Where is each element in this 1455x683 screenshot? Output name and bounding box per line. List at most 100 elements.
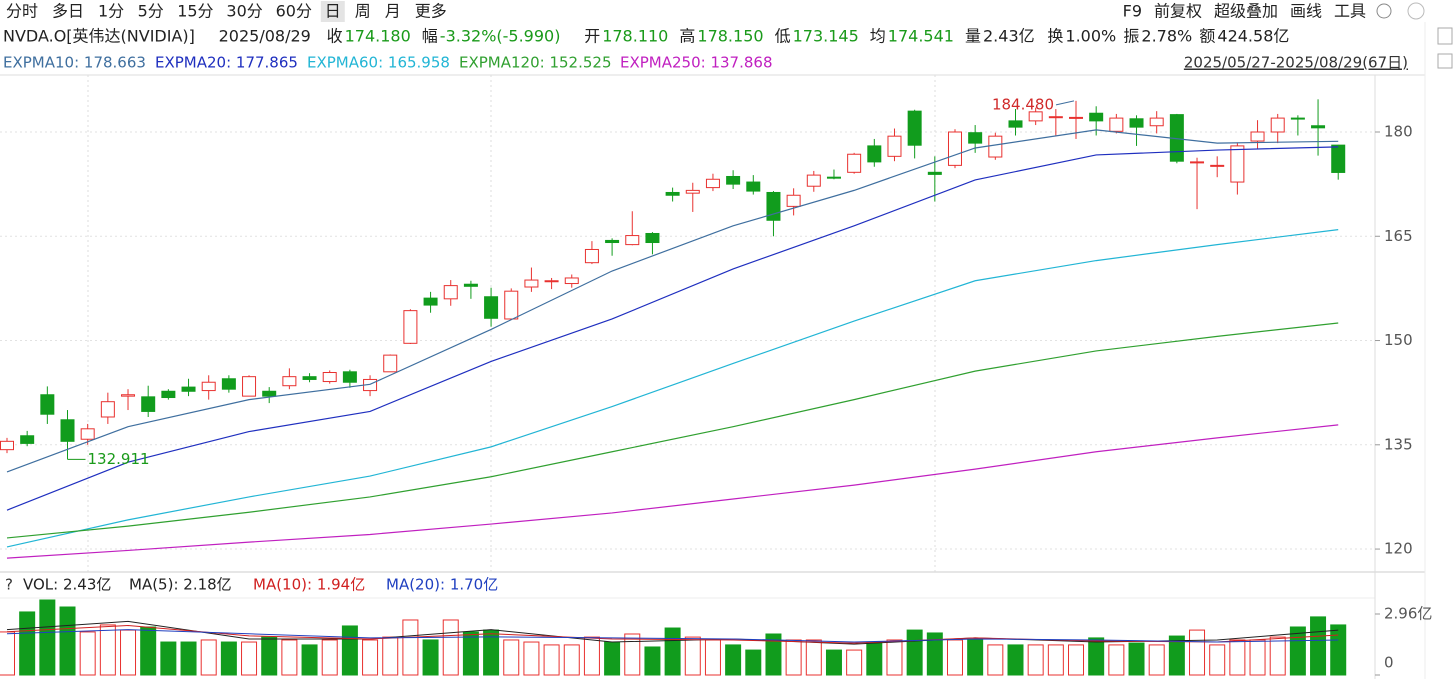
volume-bar [906,629,923,676]
legend-entry: EXPMA250: 137.868 [620,54,772,72]
candle-body [826,176,841,179]
candle-body [1089,112,1104,122]
period-tab[interactable]: 15分 [177,2,213,21]
ema-line [6,229,1339,548]
period-tab[interactable]: 多日 [52,2,84,21]
legend-entry: MA(5): 2.18亿 [129,576,232,594]
side-icon[interactable] [1437,27,1453,45]
period-selected-bg [320,1,345,22]
field-label: 低 [775,27,791,46]
candle-body [181,386,196,392]
help-icon[interactable] [1407,2,1425,20]
volume-bar [664,627,681,676]
volume-bar [120,629,137,676]
candle-body [1069,116,1084,119]
period-tab[interactable]: 30分 [226,2,262,21]
tool-button[interactable]: F9 [1123,2,1142,21]
volume-ma-line [6,625,1339,644]
field-label: 换 [1047,27,1063,46]
field-value: 173.145 [793,27,859,46]
field-label: 收 [327,27,343,46]
legend-entry: EXPMA120: 152.525 [459,54,611,72]
side-icon[interactable] [1437,53,1453,69]
candle-body [1109,117,1124,132]
annotation: 132.911 [88,450,150,468]
volume-bar [160,641,177,676]
volume-bar [886,639,903,676]
candle-body [988,135,1003,158]
period-tab[interactable]: 月 [385,2,401,21]
tool-button[interactable]: 超级叠加 [1214,2,1278,21]
legend-help[interactable]: ? [5,576,13,594]
volume-bar [261,636,278,676]
volume-bar [1088,637,1105,676]
settings-icon[interactable] [1376,3,1392,19]
candle-body [484,296,499,319]
candle-body [242,376,257,397]
candle-body [383,354,398,373]
legend-entry: EXPMA20: 177.865 [155,54,298,72]
period-tab[interactable]: 周 [355,2,371,21]
volume-bar [1007,644,1024,676]
volume-bar [79,631,96,676]
period-tab[interactable]: 更多 [415,2,447,21]
period-tab[interactable]: 日 [325,2,341,21]
candle-body [262,390,277,397]
candle-body [1149,117,1164,127]
volume-ma-line [6,620,1339,645]
period-tab[interactable]: 1分 [98,2,124,21]
field-label: 量 [965,27,981,46]
candle-body [80,428,95,440]
volume-bar [1209,644,1226,676]
volume-bar [462,631,479,676]
volume-bar [503,639,520,676]
candle-body [665,191,680,196]
candle-body [1190,161,1205,164]
volume-bar [301,644,318,676]
candle-body [887,135,902,157]
volume-bar [99,624,116,676]
volume-bar [362,639,379,676]
candle-body [867,145,882,163]
ema-line [6,424,1339,559]
volume-bar [39,599,56,676]
candle-body [0,440,14,451]
candle-body [463,283,478,287]
candle-body [1270,117,1285,133]
candle-body [1048,116,1063,119]
candle-body [443,285,458,300]
candle-body [524,279,539,288]
date-range[interactable]: 2025/05/27-2025/08/29(67日) [1184,54,1408,72]
period-tab[interactable]: 5分 [138,2,164,21]
tool-button[interactable]: 工具 [1334,2,1366,21]
tool-button[interactable]: 画线 [1290,2,1322,21]
ema-line [6,129,1339,473]
candle-body [322,372,337,383]
volume-bar [684,636,701,676]
volume-bar [644,646,661,676]
period-tab[interactable]: 60分 [276,2,312,21]
tool-button[interactable]: 前复权 [1154,2,1202,21]
candle-body [544,280,559,283]
candle-body [786,194,801,207]
volume-bar [241,641,258,676]
field-value: 424.58亿 [1217,27,1289,46]
volume-bar [765,633,782,676]
candle-body [625,235,640,246]
volume-bar [1168,635,1185,676]
volume-bar [1189,629,1206,676]
volume-bar [785,639,802,676]
volume-bar [745,649,762,676]
volume-bar [1128,642,1145,676]
legend-entry: MA(10): 1.94亿 [253,576,365,594]
candle-body [564,277,579,285]
y-tick-label: 120 [1384,540,1413,558]
volume-bar [140,626,157,676]
period-tab[interactable]: 分时 [6,2,38,21]
volume-bar [0,631,15,676]
volume-bar [59,606,76,676]
candle-body [60,419,75,442]
volume-bar [946,639,963,676]
legend-entry: MA(20): 1.70亿 [386,576,498,594]
